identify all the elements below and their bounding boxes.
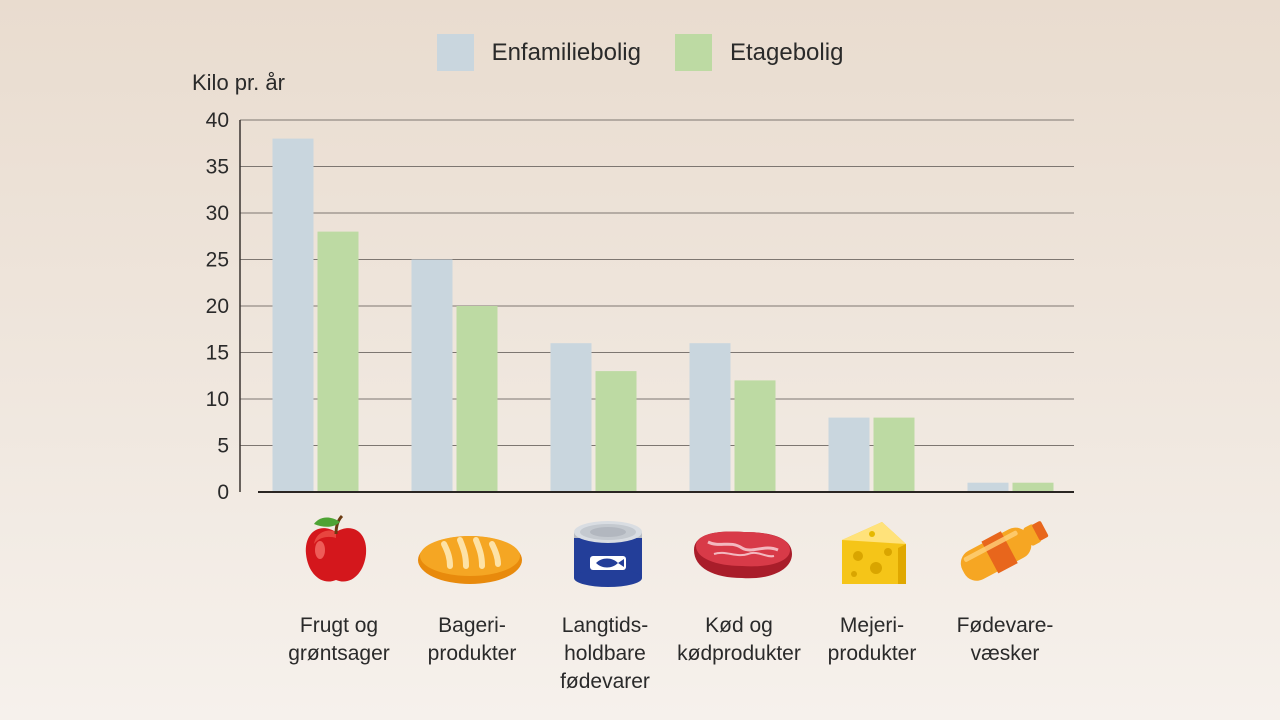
y-tick-label-0: 0 (217, 481, 229, 504)
bar-enfamiliebolig-2 (550, 343, 592, 492)
bar-etagebolig-0 (317, 231, 359, 492)
y-axis-label: Kilo pr. år (192, 70, 285, 95)
category-label-bageri: Bageri- produkter (427, 614, 517, 665)
category-label-fodevare: Fødevare- væsker (956, 614, 1054, 665)
bar-etagebolig-1 (456, 306, 498, 492)
category-label-kod: Kød og kødprodukter (677, 614, 801, 665)
legend: Enfamiliebolig Etagebolig (0, 34, 1280, 71)
y-tick-label-20: 20 (206, 295, 229, 318)
bread-icon (418, 536, 522, 584)
legend-item-etagebolig: Etagebolig (674, 34, 844, 71)
legend-label-enfamiliebolig: Enfamiliebolig (491, 38, 641, 66)
bar-etagebolig-5 (1012, 482, 1054, 492)
y-tick-label-25: 25 (206, 249, 229, 272)
bar-enfamiliebolig-1 (411, 259, 453, 492)
bar-enfamiliebolig-0 (272, 138, 314, 492)
y-tick-label-30: 30 (206, 202, 229, 225)
y-tick-label-15: 15 (206, 342, 229, 365)
bar-enfamiliebolig-4 (828, 417, 870, 492)
category-label-frugt: Frugt og grøntsager (288, 614, 390, 665)
bar-etagebolig-2 (595, 371, 637, 492)
legend-swatch-enfamiliebolig (436, 34, 474, 71)
legend-swatch-etagebolig (674, 34, 712, 71)
category-label-mejeri: Mejeri- produkter (827, 614, 917, 665)
y-tick-label-35: 35 (206, 156, 229, 179)
tin-can-icon (574, 521, 642, 587)
apple-icon (305, 514, 367, 582)
cheese-icon (842, 522, 906, 584)
category-label-langtids: Langtids- holdbare fødevarer (560, 614, 650, 693)
legend-item-enfamiliebolig: Enfamiliebolig (436, 34, 641, 71)
y-tick-label-5: 5 (217, 435, 229, 458)
meat-icon (694, 531, 792, 579)
y-tick-label-40: 40 (206, 109, 229, 132)
bar-etagebolig-3 (734, 380, 776, 492)
bar-etagebolig-4 (873, 417, 915, 492)
legend-label-etagebolig: Etagebolig (729, 38, 844, 66)
bar-enfamiliebolig-3 (689, 343, 731, 492)
bar-enfamiliebolig-5 (967, 482, 1009, 492)
bottle-icon (960, 521, 1049, 581)
y-tick-label-10: 10 (206, 388, 229, 411)
